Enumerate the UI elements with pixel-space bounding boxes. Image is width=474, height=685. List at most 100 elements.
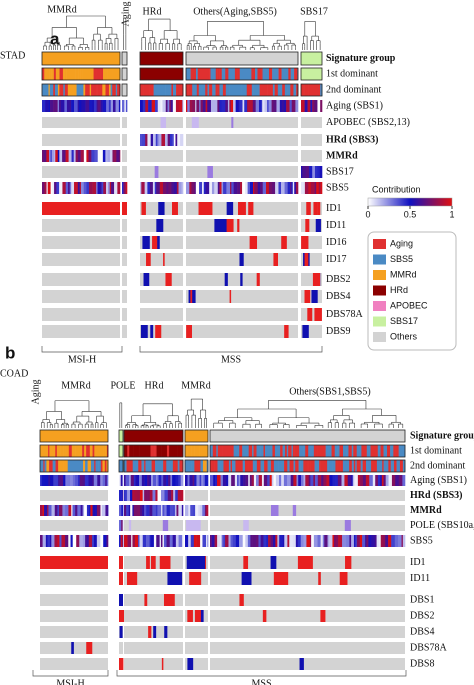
heat-cell [115, 100, 120, 112]
heat-cell [281, 236, 287, 249]
heat-cell [319, 475, 322, 486]
heat-cell [236, 445, 240, 457]
heat-cell [40, 626, 108, 638]
heat-cell [186, 100, 188, 112]
heat-cell [217, 460, 221, 472]
heat-cell [248, 475, 251, 486]
heat-cell [106, 182, 109, 194]
heat-cell [260, 535, 264, 547]
heat-cell [165, 100, 168, 112]
heat-cell [383, 475, 386, 486]
heat-cell [177, 134, 181, 146]
heat-cell [125, 182, 128, 194]
heat-cell [67, 84, 71, 96]
heat-cell [93, 475, 98, 486]
heat-cell [85, 535, 88, 547]
heat-cell [161, 84, 166, 96]
heat-cell [297, 556, 313, 569]
heat-cell [190, 290, 193, 303]
heat-cell [187, 445, 189, 457]
heat-cell [147, 475, 150, 486]
heat-cell [331, 445, 336, 457]
heat-cell [52, 460, 56, 472]
heat-cell [63, 475, 66, 486]
heat-cell [296, 84, 299, 96]
row-label: 2nd dominant [410, 460, 465, 471]
heat-cell [301, 150, 322, 162]
heat-cell [300, 460, 304, 472]
heat-cell [68, 535, 71, 547]
heat-cell [315, 475, 319, 486]
heat-cell [199, 100, 201, 112]
heat-cell [149, 182, 154, 194]
heat-cell [47, 182, 51, 194]
heat-cell [87, 460, 92, 472]
heat-cell [59, 475, 64, 486]
heat-cell [230, 182, 232, 194]
heat-cell [97, 475, 101, 486]
heat-cell [126, 100, 128, 112]
heat-cell [92, 535, 95, 547]
heat-cell [92, 445, 95, 457]
heat-cell [119, 490, 123, 501]
group-label: MMRd [47, 4, 76, 15]
heat-cell [310, 475, 314, 486]
heat-cell [305, 445, 309, 457]
heat-cell [180, 84, 183, 96]
group-border [123, 459, 184, 473]
heat-cell [339, 445, 344, 457]
heat-cell [371, 445, 376, 457]
heat-cell [195, 505, 199, 516]
heat-cell [250, 460, 254, 472]
heat-cell [186, 219, 298, 232]
heat-cell [225, 535, 229, 547]
heat-cell [372, 475, 376, 486]
heat-cell [302, 166, 307, 178]
heat-cell [186, 150, 298, 162]
heat-cell [382, 535, 386, 547]
heat-cell [181, 490, 184, 501]
heat-cell [186, 134, 298, 146]
heat-cell [329, 535, 333, 547]
heat-cell [385, 475, 389, 486]
heat-cell [83, 68, 87, 80]
heat-cell [143, 273, 150, 286]
heat-cell [186, 236, 298, 249]
heat-cell [88, 182, 93, 194]
heat-cell [44, 460, 47, 472]
heat-cell [51, 150, 55, 162]
legend-swatch [373, 285, 386, 296]
heat-cell [59, 68, 64, 80]
row-label: 1st dominant [410, 445, 462, 456]
heat-cell [173, 134, 176, 146]
heat-cell [194, 460, 198, 472]
heat-cell [59, 182, 63, 194]
heat-cell [133, 445, 137, 457]
heat-cell [260, 445, 264, 457]
heat-cell [96, 445, 100, 457]
heat-cell [42, 535, 47, 547]
heat-cell [344, 520, 351, 531]
heat-cell [44, 68, 48, 80]
heat-cell [253, 182, 255, 194]
heat-cell [324, 535, 328, 547]
heat-cell [101, 505, 106, 516]
heat-cell [186, 166, 298, 178]
heat-cell [133, 475, 136, 486]
heat-cell [237, 219, 240, 232]
heat-cell [43, 460, 45, 472]
group-border [118, 429, 124, 443]
group-border [121, 51, 128, 66]
heat-cell [92, 475, 95, 486]
heat-cell [181, 535, 184, 547]
group-border [209, 444, 406, 458]
heat-cell [40, 658, 108, 670]
heat-cell [269, 475, 273, 486]
heat-cell [230, 535, 233, 547]
heat-cell [169, 535, 173, 547]
colorbar-tick-label: 1 [449, 209, 454, 219]
heat-cell [73, 150, 76, 162]
heat-cell [207, 166, 213, 178]
group-border [39, 429, 109, 443]
heat-cell [376, 535, 380, 547]
